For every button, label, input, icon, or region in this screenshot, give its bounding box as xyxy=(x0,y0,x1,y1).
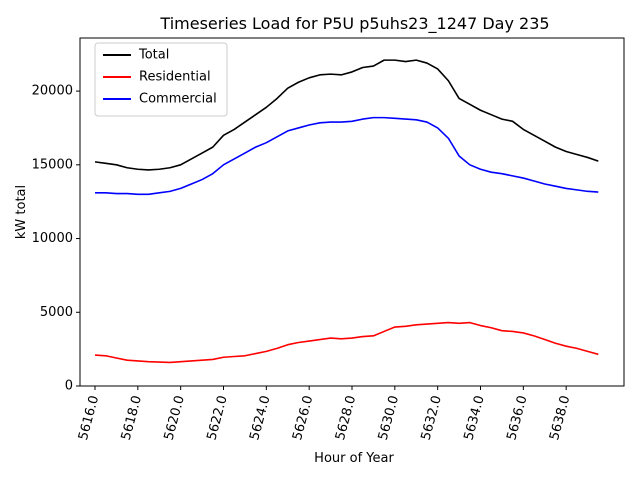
y-tick-label: 15000 xyxy=(32,157,73,172)
plot-frame xyxy=(79,37,625,387)
y-axis-label: kW total xyxy=(14,185,29,239)
y-tick-label: 10000 xyxy=(32,231,73,246)
y-axis: 0 5000 10000 15000 20000 xyxy=(32,84,80,394)
series-line-commercial xyxy=(94,116,599,196)
y-tick-label: 20000 xyxy=(32,84,73,99)
chart-title: Timeseries Load for P5U p5uhs23_1247 Day… xyxy=(159,14,549,34)
legend-box xyxy=(94,42,228,117)
y-tick-label: 5000 xyxy=(40,305,73,320)
series-line-total xyxy=(94,59,599,171)
y-tick-label: 0 xyxy=(65,379,73,394)
x-axis-label: Hour of Year xyxy=(314,451,394,466)
legend-label-residential: Residential xyxy=(139,70,211,85)
legend-label-commercial: Commercial xyxy=(139,92,217,107)
legend: Total Residential Commercial xyxy=(94,42,228,117)
series-line-residential xyxy=(94,321,599,364)
legend-label-total: Total xyxy=(138,48,169,63)
